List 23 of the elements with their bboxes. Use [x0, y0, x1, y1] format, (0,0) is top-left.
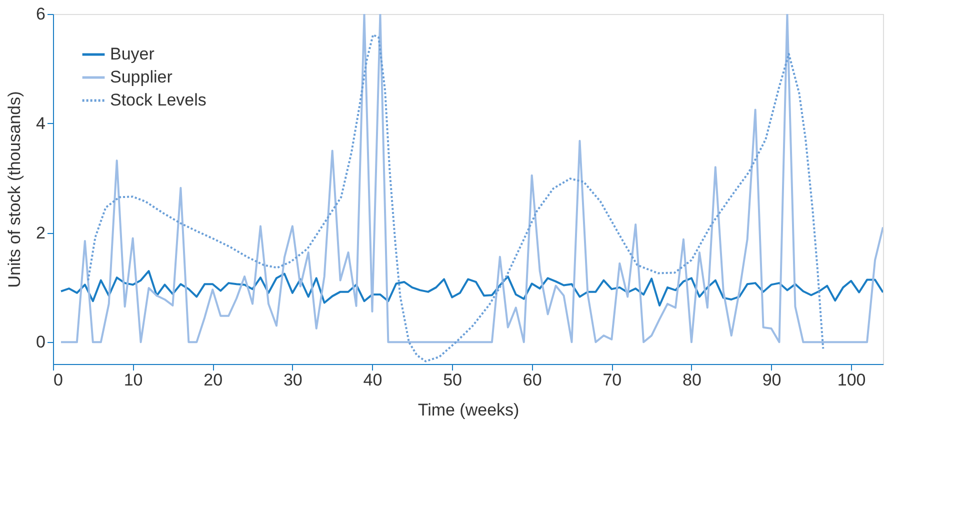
x-tick-label: 80 — [682, 370, 702, 390]
line-series — [60, 14, 883, 344]
legend-label: Stock Levels — [110, 90, 206, 110]
x-tick-label: 30 — [283, 370, 302, 390]
y-axis-title: Units of stock (thousands) — [5, 91, 24, 288]
y-tick-label: 0 — [36, 332, 46, 352]
x-tick-label: 50 — [443, 370, 462, 390]
y-tick-label: 6 — [36, 4, 46, 24]
y-tick-label: 4 — [36, 114, 46, 133]
legend-label: Buyer — [110, 44, 155, 64]
x-tick-label: 100 — [837, 370, 866, 390]
x-axis-title: Time (weeks) — [418, 400, 520, 420]
x-tick-label: 10 — [124, 370, 143, 390]
line-series — [87, 34, 824, 362]
x-tick-label: 60 — [522, 370, 542, 390]
x-tick-label: 40 — [363, 370, 382, 390]
y-tick-label: 2 — [36, 223, 46, 242]
x-tick-label: 0 — [54, 370, 63, 390]
line-series — [60, 270, 883, 306]
x-tick-label: 90 — [762, 370, 782, 390]
legend-label: Supplier — [110, 68, 173, 86]
x-tick-label: 20 — [204, 370, 223, 390]
x-tick-label: 70 — [602, 370, 622, 390]
